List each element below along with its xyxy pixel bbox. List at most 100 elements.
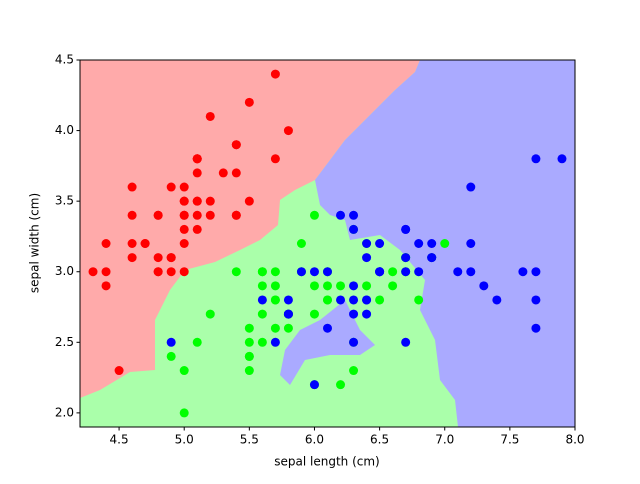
point — [166, 337, 176, 347]
x-tick-label: 8.0 — [565, 433, 584, 447]
point — [257, 267, 267, 277]
point — [531, 323, 541, 333]
point — [205, 210, 215, 220]
point — [244, 337, 254, 347]
point — [349, 210, 359, 220]
point — [349, 309, 359, 319]
point — [270, 295, 280, 305]
x-tick-label: 7.0 — [435, 433, 454, 447]
point — [244, 366, 254, 376]
point — [362, 295, 372, 305]
point — [101, 281, 111, 291]
point — [127, 253, 137, 263]
point — [205, 196, 215, 206]
x-tick-label: 5.0 — [175, 433, 194, 447]
point — [244, 97, 254, 107]
point — [192, 210, 202, 220]
point — [362, 309, 372, 319]
point — [336, 295, 346, 305]
point — [296, 267, 306, 277]
point — [349, 281, 359, 291]
point — [257, 281, 267, 291]
y-axis-label: sepal width (cm) — [28, 193, 42, 293]
point — [127, 182, 137, 192]
point — [257, 295, 267, 305]
point — [414, 267, 424, 277]
point — [179, 182, 189, 192]
point — [283, 323, 293, 333]
x-tick-label: 4.5 — [110, 433, 129, 447]
point — [492, 295, 502, 305]
point — [140, 239, 150, 248]
point — [153, 253, 163, 263]
point — [127, 239, 137, 248]
y-tick-label: 4.0 — [55, 123, 74, 137]
point — [270, 69, 280, 79]
point — [205, 111, 215, 121]
point — [375, 295, 385, 305]
point — [296, 239, 306, 248]
x-tick-label: 6.5 — [370, 433, 389, 447]
point — [270, 337, 280, 347]
point — [179, 366, 189, 376]
y-tick-label: 3.0 — [55, 264, 74, 278]
point — [231, 140, 241, 150]
point — [179, 210, 189, 220]
point — [466, 239, 476, 248]
point — [427, 239, 437, 248]
point — [179, 267, 189, 277]
point — [414, 239, 424, 248]
point — [479, 281, 489, 291]
point — [466, 267, 476, 277]
point — [179, 408, 189, 418]
y-tick-label: 3.5 — [55, 194, 74, 208]
point — [192, 196, 202, 206]
point — [231, 168, 241, 178]
point — [309, 281, 319, 291]
point — [362, 253, 372, 263]
point — [179, 196, 189, 206]
point — [309, 380, 319, 390]
point — [309, 309, 319, 319]
point — [453, 267, 463, 277]
point — [557, 154, 567, 164]
point — [114, 366, 124, 376]
point — [166, 253, 176, 263]
point — [349, 337, 359, 347]
point — [283, 309, 293, 319]
point — [323, 323, 332, 333]
point — [270, 281, 280, 291]
point — [336, 210, 346, 220]
x-tick-label: 6.0 — [305, 433, 324, 447]
point — [166, 182, 176, 192]
point — [401, 337, 411, 347]
point — [257, 337, 267, 347]
point — [323, 281, 332, 291]
point — [270, 267, 280, 277]
point — [244, 351, 254, 361]
point — [244, 323, 254, 333]
axes-frame — [79, 59, 576, 428]
point — [166, 351, 176, 361]
point — [440, 239, 450, 248]
point — [179, 224, 189, 234]
x-tick-label: 7.5 — [500, 433, 519, 447]
point — [388, 267, 398, 277]
point — [231, 267, 241, 277]
point — [153, 210, 163, 220]
point — [192, 154, 202, 164]
x-tick-label: 5.5 — [240, 433, 259, 447]
point — [375, 267, 385, 277]
point — [388, 281, 398, 291]
point — [244, 196, 254, 206]
point — [192, 337, 202, 347]
point — [518, 267, 528, 277]
point — [362, 239, 372, 248]
y-tick-label: 2.5 — [55, 335, 74, 349]
region-red — [80, 60, 420, 398]
point — [257, 309, 267, 319]
region-blue-pocket — [280, 300, 375, 385]
point — [466, 182, 476, 192]
point — [166, 267, 176, 277]
